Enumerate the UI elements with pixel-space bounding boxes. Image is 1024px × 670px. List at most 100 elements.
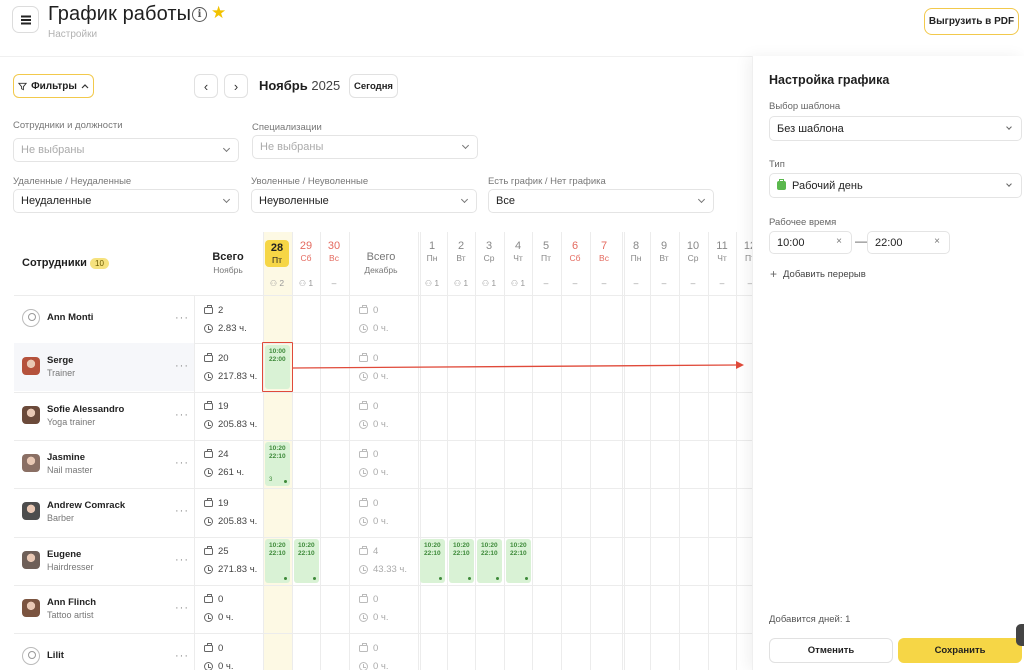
grid-column-line	[349, 232, 350, 670]
day-header[interactable]: 8 Пн	[622, 240, 650, 263]
day-header[interactable]: 1 Пн	[418, 240, 446, 263]
time-from-input[interactable]: 10:00 ×	[769, 231, 852, 254]
more-options-icon[interactable]: ···	[175, 505, 189, 518]
employee-row[interactable]: Lilit ···	[22, 633, 192, 670]
more-options-icon[interactable]: ···	[175, 601, 189, 614]
day-header[interactable]: 10 Ср	[679, 240, 707, 263]
day-header[interactable]: 9 Вт	[650, 240, 678, 263]
day-staff-count-value: –	[572, 278, 578, 288]
side-tab-handle[interactable]	[1016, 624, 1024, 646]
shift-block[interactable]: 10:20 22:10 3	[265, 441, 290, 486]
filters-button[interactable]: Фильтры	[13, 74, 94, 98]
shift-count-line: 24	[204, 446, 274, 464]
day-header[interactable]: 12Пт	[736, 240, 752, 263]
shift-count-line: 20	[204, 349, 274, 367]
day-weekday: Сб	[300, 253, 312, 263]
day-header[interactable]: 6 Сб	[561, 240, 589, 263]
more-options-icon[interactable]: ···	[175, 312, 189, 324]
shift-status-dot	[496, 576, 499, 580]
employee-row[interactable]: Ann Monti ···	[22, 295, 192, 343]
shift-block[interactable]: 10:20 22:10	[294, 538, 319, 583]
more-options-icon[interactable]: ···	[175, 360, 189, 373]
employee-name: Lilit	[47, 650, 64, 662]
menu-button[interactable]	[12, 6, 39, 33]
time-to-input[interactable]: 22:00 ×	[867, 231, 950, 254]
shift-block[interactable]: 10:20 22:10	[265, 538, 290, 583]
employee-row[interactable]: Jasmine Nail master ···	[22, 440, 192, 488]
shift-status-dot	[284, 576, 287, 580]
day-header[interactable]: 7 Вс	[590, 240, 618, 263]
briefcase-icon	[359, 304, 368, 314]
day-staff-count: –	[590, 278, 618, 288]
shift-block[interactable]: 10:20 22:10	[506, 538, 531, 583]
save-button[interactable]: Сохранить	[898, 638, 1022, 663]
specs-filter-select[interactable]: Не выбраны	[252, 135, 478, 159]
shift-count: 0	[373, 352, 379, 364]
chevron-left-icon: ‹	[203, 78, 209, 94]
hours-line: 0 ч.	[359, 464, 429, 482]
deleted-filter-select[interactable]: Неудаленные	[13, 189, 239, 213]
day-header[interactable]: 30 Вс	[320, 240, 348, 263]
clock-icon	[204, 613, 213, 623]
day-weekday: Пт	[744, 253, 752, 263]
add-break-button[interactable]: + Добавить перерыв	[770, 267, 866, 281]
briefcase-icon	[204, 642, 213, 652]
day-header[interactable]: 2 Вт	[447, 240, 475, 263]
employees-count-badge: 10	[90, 258, 109, 269]
grid-row-line	[14, 295, 752, 296]
employee-row[interactable]: Serge Trainer ···	[22, 343, 192, 391]
day-header[interactable]: 4 Чт	[504, 240, 532, 263]
fired-filter-select[interactable]: Неуволенные	[251, 189, 477, 213]
hours-line: 205.83 ч.	[204, 512, 274, 530]
day-header[interactable]: 29 Сб	[292, 240, 320, 263]
clear-icon[interactable]: ×	[934, 236, 940, 247]
cancel-button[interactable]: Отменить	[769, 638, 893, 663]
day-staff-count-value: 1	[491, 278, 497, 288]
hours-total: 0 ч.	[373, 370, 389, 382]
shift-block[interactable]: 10:20 22:10	[449, 538, 474, 583]
day-staff-count: ⚇ 1	[418, 278, 446, 288]
shift-end: 22:10	[453, 549, 470, 557]
breadcrumb-settings[interactable]: Настройки	[48, 29, 98, 40]
shift-block[interactable]: 10:00 22:00	[265, 345, 290, 390]
chevron-up-icon	[81, 84, 89, 89]
day-header[interactable]: 3 Ср	[475, 240, 503, 263]
clear-icon[interactable]: ×	[836, 236, 842, 247]
briefcase-icon	[204, 352, 213, 362]
shift-block[interactable]: 10:20 22:10	[477, 538, 502, 583]
employee-stat: 0 0 ч.	[359, 639, 429, 670]
employee-row[interactable]: Ann Flinch Tattoo artist ···	[22, 585, 192, 633]
grid-column-line	[708, 232, 709, 670]
next-month-button[interactable]: ›	[224, 74, 248, 98]
employee-row[interactable]: Andrew Comrack Barber ···	[22, 488, 192, 536]
employees-filter-select[interactable]: Не выбраны	[13, 138, 239, 162]
employee-row[interactable]: Sofie Alessandro Yoga trainer ···	[22, 392, 192, 440]
shift-count-line: 4	[359, 543, 429, 561]
export-pdf-button[interactable]: Выгрузить в PDF	[924, 8, 1019, 35]
month-name: Ноябрь	[259, 78, 308, 93]
shift-block[interactable]: 10:20 22:10	[420, 538, 445, 583]
employee-row[interactable]: Eugene Hairdresser ···	[22, 537, 192, 585]
prev-month-button[interactable]: ‹	[194, 74, 218, 98]
day-number: 12	[743, 240, 752, 252]
person-icon: ⚇	[453, 279, 464, 288]
more-options-icon[interactable]: ···	[175, 456, 189, 469]
hours-total: 0 ч.	[373, 612, 389, 624]
clock-icon	[204, 420, 213, 430]
day-header[interactable]: 28 Пт	[263, 240, 291, 267]
today-button[interactable]: Сегодня	[349, 74, 398, 98]
star-icon[interactable]: ★	[211, 3, 227, 22]
template-select[interactable]: Без шаблона	[769, 116, 1022, 141]
schedule-filter-select[interactable]: Все	[488, 189, 714, 213]
day-header[interactable]: 11 Чт	[708, 240, 736, 263]
type-select[interactable]: Рабочий день	[769, 173, 1022, 198]
day-number: 3	[485, 240, 493, 252]
briefcase-icon	[359, 497, 368, 507]
more-options-icon[interactable]: ···	[175, 553, 189, 566]
more-options-icon[interactable]: ···	[175, 650, 189, 663]
hours-total: 0 ч.	[373, 467, 389, 479]
day-header[interactable]: 5 Пт	[532, 240, 560, 263]
info-icon[interactable]: i	[192, 7, 207, 22]
day-number: 9	[660, 240, 668, 252]
more-options-icon[interactable]: ···	[175, 408, 189, 421]
